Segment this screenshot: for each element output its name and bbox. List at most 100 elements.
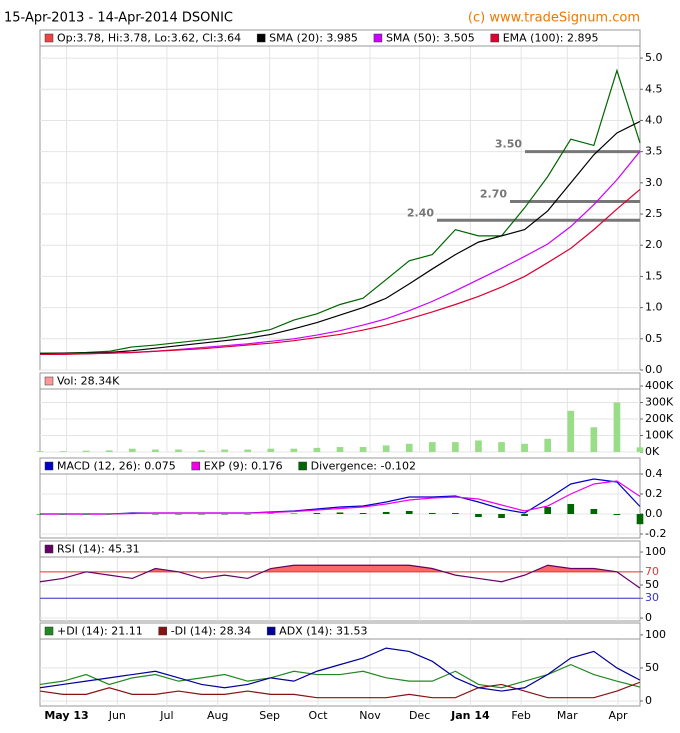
legend-swatch <box>158 626 167 636</box>
x-tick-label: Mar <box>557 709 578 722</box>
legend-label: ADX (14): 31.53 <box>279 625 367 638</box>
level-label: 2.70 <box>480 188 507 201</box>
bar <box>475 514 482 517</box>
legend-box <box>39 457 641 475</box>
y-tick-label: 100K <box>645 429 674 442</box>
y-tick-label: 100 <box>645 545 666 558</box>
legend-swatch <box>266 626 276 636</box>
legend-label: EMA (100): 2.895 <box>503 32 599 45</box>
bar <box>59 451 67 452</box>
bar <box>128 513 136 514</box>
bar <box>452 442 459 452</box>
bar <box>105 514 113 515</box>
bar <box>244 449 252 452</box>
legend-swatch <box>44 461 54 471</box>
series-line <box>40 68 641 354</box>
legend-swatch <box>373 33 383 43</box>
source: (c) www.tradeSignum.com <box>468 11 640 26</box>
bar <box>544 507 552 514</box>
y-tick-label: 50 <box>645 661 659 674</box>
x-tick-label: Dec <box>409 709 430 722</box>
bar <box>221 449 228 452</box>
x-tick-label: Sep <box>259 709 280 722</box>
y-tick-label: 50 <box>645 578 659 591</box>
legend-box <box>39 540 641 558</box>
bar <box>244 514 252 515</box>
y-tick-label: 1.0 <box>645 301 663 314</box>
bar <box>152 449 159 452</box>
x-tick-label: Jan 14 <box>450 709 490 722</box>
legend-swatch <box>44 376 54 386</box>
bar <box>590 509 598 514</box>
legend-label: -DI (14): 28.34 <box>171 625 251 638</box>
legend-label: MACD (12, 26): 0.075 <box>57 460 176 473</box>
legend-label: +DI (14): 21.11 <box>57 625 143 638</box>
y-tick-label: 70 <box>645 565 659 578</box>
series-line <box>40 188 641 356</box>
y-tick-label: 300K <box>645 396 674 409</box>
bar <box>544 438 552 452</box>
x-tick-label: Apr <box>609 709 629 722</box>
bar <box>521 443 528 452</box>
y-tick-label: 1.5 <box>645 269 663 282</box>
bar <box>267 513 275 514</box>
x-tick-label: Oct <box>309 709 329 722</box>
bar <box>636 514 644 525</box>
legend-swatch <box>298 461 307 471</box>
bar <box>59 514 67 515</box>
bar <box>128 448 136 452</box>
legend-label: Vol: 28.34K <box>57 375 120 388</box>
y-tick-label: 400K <box>645 379 674 392</box>
y-tick-label: 0.0 <box>645 507 663 520</box>
legend-box <box>39 372 641 390</box>
bar <box>152 514 159 515</box>
y-tick-label: 5.0 <box>645 51 663 64</box>
legend-swatch <box>191 461 200 471</box>
legend-label: Divergence: -0.102 <box>311 460 416 473</box>
bar <box>290 513 298 514</box>
y-tick-label: 0.5 <box>645 332 663 345</box>
bar <box>336 447 344 452</box>
x-tick-label: Jun <box>108 709 126 722</box>
level-label: 3.50 <box>495 138 522 151</box>
legend-swatch <box>490 33 499 43</box>
bar <box>428 442 436 452</box>
bar <box>475 440 482 452</box>
bar <box>36 514 44 515</box>
y-tick-label: 0.0 <box>645 363 663 376</box>
y-tick-label: 0 <box>645 694 652 707</box>
series-line <box>39 564 641 589</box>
bar <box>382 445 390 452</box>
legend-label: RSI (14): 45.31 <box>57 543 140 556</box>
bar <box>613 402 621 452</box>
series-line <box>40 480 641 515</box>
bar <box>359 513 367 514</box>
bar <box>105 450 113 452</box>
legend-swatch <box>44 544 54 554</box>
bar <box>175 449 182 452</box>
y-tick-label: -0.2 <box>645 527 666 540</box>
y-tick-label: 3.0 <box>645 176 663 189</box>
bar <box>267 448 275 452</box>
y-tick-label: 2.5 <box>645 207 663 220</box>
legend-label: Op:3.78, Hi:3.78, Lo:3.62, Cl:3.64 <box>57 32 241 45</box>
y-tick-label: 200K <box>645 412 674 425</box>
bar <box>82 514 90 515</box>
y-tick-label: 100 <box>645 628 666 641</box>
bar <box>290 448 298 452</box>
bar <box>613 514 621 515</box>
bar <box>82 450 90 452</box>
bar <box>521 514 528 516</box>
bar <box>359 447 367 452</box>
series-line <box>39 647 641 692</box>
bar <box>498 514 505 518</box>
bar <box>36 451 44 452</box>
y-tick-label: 0.4 <box>645 467 663 480</box>
bar <box>313 513 321 514</box>
bar <box>452 513 459 514</box>
bar <box>313 447 321 452</box>
x-tick-label: May 13 <box>44 709 88 722</box>
legend-swatch <box>256 33 266 43</box>
legend-box <box>39 622 641 640</box>
series-line <box>39 681 641 699</box>
